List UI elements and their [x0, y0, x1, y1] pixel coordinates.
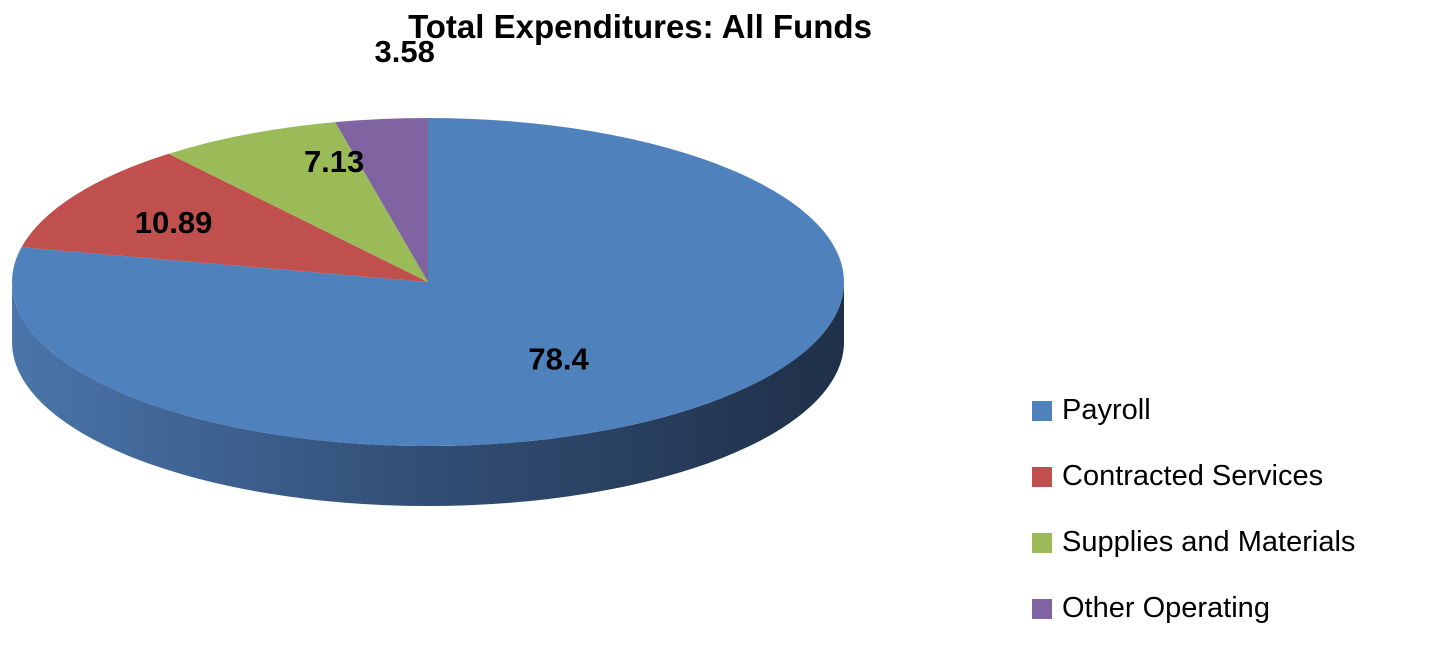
data-label: 3.58	[374, 34, 434, 69]
legend-swatch	[1032, 598, 1052, 619]
legend: Payroll Contracted Services Supplies and M…	[1032, 394, 1355, 658]
legend-item: Payroll	[1032, 394, 1355, 427]
chart-title: Total Expenditures: All Funds	[408, 8, 872, 45]
legend-label: Supplies and Materials	[1062, 526, 1356, 558]
pie-slice-contracted-services	[21, 153, 429, 282]
legend-label: Other Operating	[1062, 592, 1270, 624]
legend-swatch	[1032, 466, 1052, 487]
legend-item: Contracted Services	[1032, 460, 1355, 493]
legend-swatch	[1032, 400, 1052, 421]
data-label: 78.4	[528, 341, 589, 376]
legend-label: Payroll	[1062, 394, 1151, 426]
legend-item: Other Operating	[1032, 592, 1355, 625]
legend-swatch	[1032, 532, 1052, 553]
pie-slice-other-operating	[335, 118, 428, 282]
legend-label: Contracted Services	[1062, 460, 1324, 492]
pie-chart: 78.4 10.89 7.13 3.58	[11, 34, 845, 506]
data-label: 10.89	[135, 205, 213, 240]
pie-3d-side	[12, 282, 844, 506]
legend-item: Supplies and Materials	[1032, 526, 1355, 559]
data-label: 7.13	[304, 144, 364, 179]
pie-slice-supplies-and-materials	[168, 122, 429, 282]
